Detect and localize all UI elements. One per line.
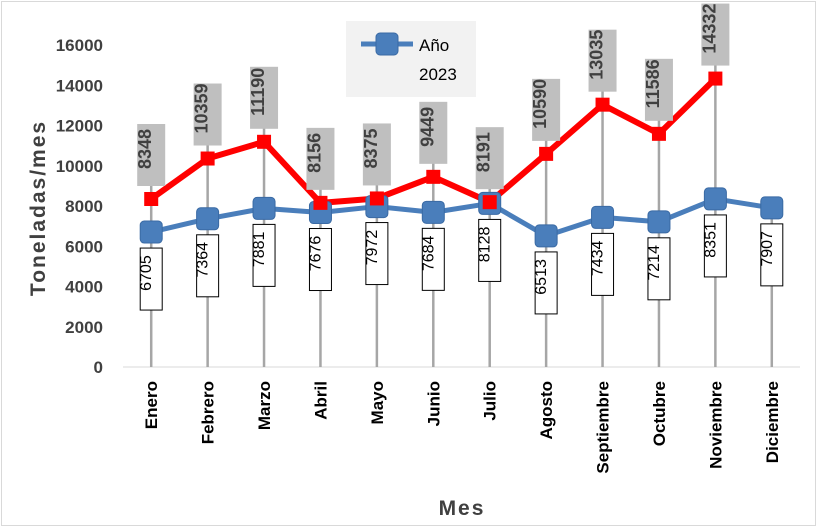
x-axis-title: Mes xyxy=(439,497,486,520)
data-label-box xyxy=(196,234,220,298)
data-point-ano-2023 xyxy=(534,224,558,248)
data-label-box xyxy=(532,78,561,141)
data-point-ano-2023 xyxy=(647,210,671,234)
data-point-ano-2023 xyxy=(196,207,220,231)
legend-label-ano-2023: Año xyxy=(419,36,449,55)
y-tick-label: 10000 xyxy=(56,157,103,176)
x-tick-label: Mayo xyxy=(368,381,387,424)
data-point-ano-2023 xyxy=(760,196,784,220)
data-label-box xyxy=(647,237,671,301)
data-label-box xyxy=(421,227,445,291)
y-tick-label: 6000 xyxy=(65,237,103,256)
data-label-box xyxy=(139,247,163,311)
y-tick-label: 8000 xyxy=(65,197,103,216)
data-label-red: 10590 xyxy=(530,79,550,129)
data-label-box xyxy=(365,222,389,286)
data-label-red: 10359 xyxy=(192,83,212,133)
data-label-red: 11190 xyxy=(248,68,268,116)
data-label-box xyxy=(701,3,730,66)
y-tick-label: 2000 xyxy=(65,318,103,337)
data-label-ano-2023: 8351 xyxy=(702,222,719,258)
data-point-red xyxy=(369,191,384,206)
data-label-red: 11586 xyxy=(643,59,663,108)
data-label-box xyxy=(644,58,673,121)
legend-marker-ano-2023 xyxy=(375,32,399,56)
data-label-ano-2023: 7881 xyxy=(251,231,268,267)
series-line-ano-2023 xyxy=(148,196,775,239)
data-point-red xyxy=(200,151,215,166)
data-label-ano-2023: 6705 xyxy=(138,255,155,291)
data-label-box xyxy=(137,123,166,186)
data-point-red xyxy=(595,97,610,112)
data-label-box xyxy=(308,228,332,292)
data-label-red: 14332 xyxy=(699,4,719,54)
data-point-red xyxy=(539,146,554,161)
data-point-red xyxy=(651,126,666,141)
y-tick-label: 12000 xyxy=(56,117,103,136)
x-tick-label: Enero xyxy=(142,381,161,429)
data-label-box xyxy=(193,83,222,146)
legend-label-ano-2023: 2023 xyxy=(419,65,457,84)
data-label-box xyxy=(478,218,502,282)
data-label-red: 13035 xyxy=(587,30,607,80)
data-point-red xyxy=(426,169,441,184)
x-tick-label: Septiembre xyxy=(594,381,613,474)
data-label-ano-2023: 7214 xyxy=(646,245,663,281)
x-tick-label: Noviembre xyxy=(706,381,725,469)
data-point-ano-2023 xyxy=(252,196,276,220)
x-tick-label: Octubre xyxy=(650,381,669,446)
data-label-box xyxy=(306,127,335,190)
data-label-box xyxy=(419,101,448,164)
data-point-red xyxy=(708,71,723,86)
data-point-red xyxy=(257,134,272,149)
data-label-box xyxy=(252,223,276,287)
x-tick-label: Junio xyxy=(424,381,443,426)
data-label-red: 8191 xyxy=(474,132,494,172)
x-tick-label: Diciembre xyxy=(763,381,782,463)
data-point-red xyxy=(482,195,497,210)
data-label-box xyxy=(588,29,617,92)
x-tick-label: Febrero xyxy=(199,381,218,444)
data-label-red: 8156 xyxy=(304,133,324,173)
data-label-ano-2023: 7434 xyxy=(590,240,607,276)
data-label-box xyxy=(534,251,558,315)
data-point-ano-2023 xyxy=(421,200,445,224)
data-label-red: 8375 xyxy=(361,128,381,168)
data-label-ano-2023: 7364 xyxy=(195,242,212,278)
data-label-box xyxy=(703,214,727,278)
data-point-ano-2023 xyxy=(139,220,163,244)
data-label-ano-2023: 7684 xyxy=(420,235,437,271)
data-label-box xyxy=(250,66,279,129)
x-tick-label: Julio xyxy=(481,381,500,421)
y-tick-label: 4000 xyxy=(65,278,103,297)
data-point-ano-2023 xyxy=(703,187,727,211)
data-label-box xyxy=(362,123,391,186)
data-label-box xyxy=(760,223,784,287)
data-label-ano-2023: 7676 xyxy=(307,236,324,272)
data-label-ano-2023: 7907 xyxy=(759,231,776,267)
data-label-red: 9449 xyxy=(417,107,437,147)
x-tick-label: Agosto xyxy=(537,381,556,440)
data-point-red xyxy=(313,195,328,210)
data-label-ano-2023: 6513 xyxy=(533,259,550,295)
data-label-ano-2023: 8128 xyxy=(477,227,494,263)
data-point-red xyxy=(144,191,159,206)
data-label-ano-2023: 7972 xyxy=(364,230,381,266)
y-tick-label: 16000 xyxy=(56,36,103,55)
data-label-box xyxy=(591,232,615,296)
y-tick-label: 14000 xyxy=(56,76,103,95)
x-tick-label: Abril xyxy=(311,381,330,420)
data-label-red: 8348 xyxy=(135,129,155,169)
data-point-ano-2023 xyxy=(591,205,615,229)
y-tick-label: 0 xyxy=(94,358,103,377)
data-label-box xyxy=(475,127,504,190)
y-axis-title: Toneladas/mes xyxy=(27,120,50,296)
x-tick-label: Marzo xyxy=(255,381,274,430)
legend-box xyxy=(346,21,476,97)
